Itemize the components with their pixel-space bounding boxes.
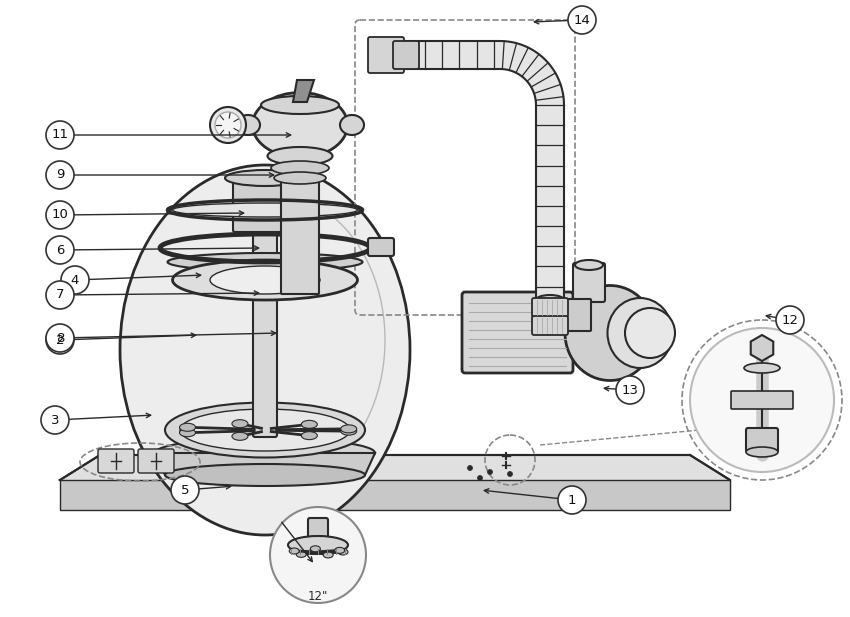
FancyBboxPatch shape [573, 263, 605, 302]
Text: 4: 4 [71, 273, 79, 286]
Polygon shape [390, 41, 564, 300]
Ellipse shape [167, 253, 362, 271]
Circle shape [568, 6, 596, 34]
Circle shape [46, 201, 74, 229]
Circle shape [46, 281, 74, 309]
Ellipse shape [232, 433, 248, 441]
FancyBboxPatch shape [368, 37, 404, 73]
Circle shape [558, 486, 586, 514]
Text: 3: 3 [51, 413, 60, 426]
Ellipse shape [341, 427, 357, 435]
Text: 2: 2 [56, 334, 65, 347]
Ellipse shape [180, 409, 350, 451]
FancyBboxPatch shape [98, 449, 134, 473]
Ellipse shape [225, 170, 305, 186]
Circle shape [46, 236, 74, 264]
Polygon shape [60, 480, 730, 510]
FancyBboxPatch shape [368, 238, 394, 256]
Ellipse shape [289, 548, 299, 554]
Ellipse shape [338, 549, 348, 555]
FancyBboxPatch shape [731, 391, 793, 409]
Text: 12: 12 [781, 313, 798, 326]
Text: 13: 13 [621, 384, 638, 397]
FancyBboxPatch shape [308, 518, 328, 552]
Ellipse shape [232, 420, 248, 428]
Ellipse shape [744, 363, 780, 373]
FancyBboxPatch shape [532, 316, 568, 335]
Ellipse shape [288, 536, 348, 554]
Ellipse shape [261, 96, 339, 114]
Circle shape [215, 112, 241, 138]
Text: 8: 8 [56, 331, 65, 344]
Circle shape [776, 306, 804, 334]
Polygon shape [293, 80, 314, 102]
Ellipse shape [173, 260, 358, 300]
Ellipse shape [179, 423, 196, 431]
Circle shape [46, 326, 74, 354]
Circle shape [488, 470, 492, 474]
Ellipse shape [165, 402, 365, 457]
Polygon shape [751, 335, 774, 361]
Ellipse shape [565, 286, 655, 381]
Text: 11: 11 [52, 128, 69, 141]
Ellipse shape [341, 425, 357, 433]
Text: 14: 14 [574, 14, 591, 27]
FancyBboxPatch shape [233, 176, 297, 232]
Circle shape [507, 471, 513, 476]
Ellipse shape [165, 464, 365, 486]
Ellipse shape [301, 432, 317, 440]
Circle shape [46, 161, 74, 189]
Ellipse shape [323, 552, 333, 558]
Ellipse shape [120, 165, 410, 535]
Text: 7: 7 [56, 289, 65, 302]
Circle shape [625, 308, 675, 358]
Circle shape [616, 376, 644, 404]
Circle shape [270, 507, 366, 603]
Ellipse shape [386, 41, 394, 69]
Ellipse shape [236, 115, 260, 135]
Ellipse shape [608, 298, 672, 368]
Text: 6: 6 [56, 244, 65, 257]
Circle shape [41, 406, 69, 434]
Ellipse shape [271, 161, 329, 175]
Circle shape [61, 266, 89, 294]
Text: 12": 12" [308, 589, 328, 602]
Polygon shape [155, 453, 375, 475]
Text: 5: 5 [181, 484, 190, 497]
Ellipse shape [155, 438, 375, 468]
Circle shape [46, 324, 74, 352]
Circle shape [478, 476, 483, 481]
FancyBboxPatch shape [393, 41, 419, 69]
Ellipse shape [173, 203, 358, 217]
Ellipse shape [335, 547, 344, 553]
Circle shape [468, 465, 473, 471]
Ellipse shape [310, 546, 320, 552]
Text: 1: 1 [568, 494, 576, 507]
Ellipse shape [297, 552, 306, 557]
Ellipse shape [268, 147, 332, 165]
FancyBboxPatch shape [532, 298, 568, 317]
Ellipse shape [301, 420, 317, 428]
FancyBboxPatch shape [746, 428, 778, 452]
Text: 10: 10 [52, 209, 69, 222]
Ellipse shape [179, 429, 196, 437]
Ellipse shape [274, 172, 326, 184]
FancyBboxPatch shape [462, 292, 573, 373]
Circle shape [46, 121, 74, 149]
Circle shape [210, 107, 246, 143]
Ellipse shape [252, 93, 348, 157]
Ellipse shape [210, 266, 320, 294]
Ellipse shape [536, 295, 564, 305]
FancyBboxPatch shape [138, 449, 174, 473]
Circle shape [171, 476, 199, 504]
FancyBboxPatch shape [564, 299, 591, 331]
Ellipse shape [575, 260, 603, 270]
Circle shape [690, 328, 834, 472]
Ellipse shape [746, 447, 778, 457]
Polygon shape [60, 455, 730, 500]
FancyBboxPatch shape [253, 228, 277, 437]
FancyBboxPatch shape [281, 177, 319, 294]
Text: 9: 9 [56, 168, 65, 181]
Ellipse shape [340, 115, 364, 135]
